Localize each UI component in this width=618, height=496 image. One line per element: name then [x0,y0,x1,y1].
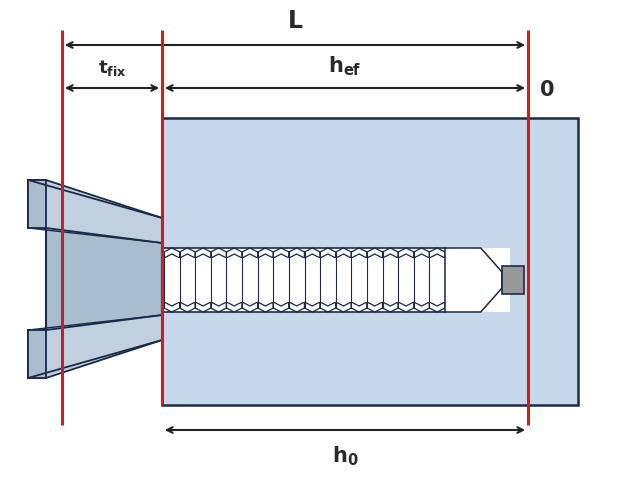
Polygon shape [367,302,383,312]
Polygon shape [273,248,289,258]
Bar [367,258,383,302]
Bar [162,118,578,405]
Bar [242,258,258,302]
Polygon shape [289,248,305,258]
Polygon shape [445,248,502,312]
Polygon shape [430,302,445,312]
Polygon shape [398,248,414,258]
Polygon shape [414,248,430,258]
Text: 0: 0 [540,80,554,100]
Polygon shape [352,302,367,312]
Polygon shape [195,302,211,312]
Text: $\mathregular{t_{fix}}$: $\mathregular{t_{fix}}$ [98,58,126,78]
Polygon shape [305,248,320,258]
Polygon shape [180,248,195,258]
Bar [46,218,162,340]
Bar [162,248,510,312]
Bar [305,258,320,302]
Bar [414,258,430,302]
Polygon shape [336,302,352,312]
Text: $\mathregular{h_{ef}}$: $\mathregular{h_{ef}}$ [328,55,362,78]
Bar [164,258,180,302]
Polygon shape [242,302,258,312]
Bar [180,258,195,302]
Polygon shape [273,302,289,312]
Polygon shape [398,302,414,312]
Polygon shape [211,248,226,258]
Bar [430,258,445,302]
Polygon shape [180,302,195,312]
Bar [273,258,289,302]
Polygon shape [383,248,398,258]
Polygon shape [367,248,383,258]
Polygon shape [320,302,336,312]
Polygon shape [414,302,430,312]
Polygon shape [242,248,258,258]
Polygon shape [226,248,242,258]
Polygon shape [28,180,46,228]
Polygon shape [226,302,242,312]
Polygon shape [336,248,352,258]
Polygon shape [258,302,273,312]
Polygon shape [258,248,273,258]
Bar [289,258,305,302]
Bar [320,258,336,302]
Polygon shape [28,315,162,378]
Bar [336,258,352,302]
Polygon shape [430,248,445,258]
Polygon shape [28,330,46,378]
Text: L: L [287,9,302,33]
Polygon shape [28,180,162,243]
Polygon shape [195,248,211,258]
Polygon shape [320,248,336,258]
Bar [195,258,211,302]
Polygon shape [164,302,180,312]
Polygon shape [352,248,367,258]
Bar [211,258,226,302]
Polygon shape [164,248,180,258]
Polygon shape [211,302,226,312]
Bar [502,266,524,294]
Bar [398,258,414,302]
Polygon shape [289,302,305,312]
Polygon shape [383,302,398,312]
Bar [258,258,273,302]
Polygon shape [305,302,320,312]
Bar [226,258,242,302]
Bar [383,258,398,302]
Bar [352,258,367,302]
Text: $\mathregular{h_0}$: $\mathregular{h_0}$ [332,444,358,468]
